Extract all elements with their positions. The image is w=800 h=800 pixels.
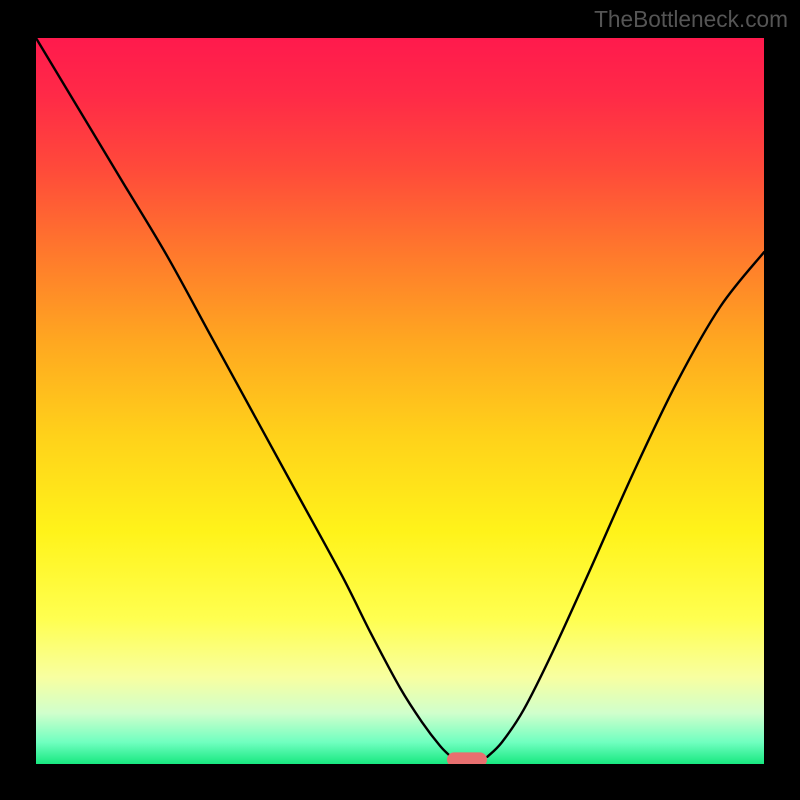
plot-svg (36, 38, 764, 764)
minimum-marker (447, 752, 487, 764)
plot-area (36, 38, 764, 764)
watermark-text: TheBottleneck.com (594, 6, 788, 33)
gradient-background (36, 38, 764, 764)
chart-container: TheBottleneck.com (0, 0, 800, 800)
